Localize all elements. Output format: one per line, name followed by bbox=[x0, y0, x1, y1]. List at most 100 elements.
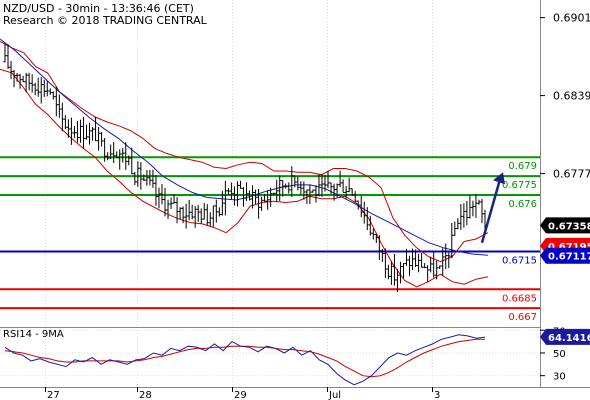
candle bbox=[223, 180, 227, 216]
level-label-0.6715: 0.6715 bbox=[502, 256, 537, 267]
candle bbox=[432, 252, 436, 278]
candle bbox=[453, 221, 457, 237]
candle bbox=[281, 180, 285, 197]
candle bbox=[398, 261, 402, 284]
candle bbox=[441, 248, 445, 277]
candle bbox=[356, 200, 360, 210]
candle bbox=[115, 151, 119, 159]
candle bbox=[103, 137, 107, 162]
candle bbox=[139, 162, 143, 190]
candle bbox=[232, 186, 236, 206]
candle bbox=[6, 44, 10, 70]
price-tick-label: 0.6777 bbox=[553, 168, 590, 181]
candle bbox=[181, 206, 185, 224]
candle bbox=[371, 228, 375, 240]
level-label-0.679: 0.679 bbox=[508, 161, 537, 172]
candle bbox=[260, 196, 264, 211]
candle bbox=[269, 187, 273, 207]
candle bbox=[447, 252, 451, 268]
candle bbox=[160, 184, 164, 205]
candle bbox=[344, 185, 348, 199]
candle bbox=[245, 182, 249, 201]
candle bbox=[57, 94, 61, 118]
candle bbox=[395, 268, 399, 293]
candle bbox=[465, 200, 469, 226]
candle bbox=[24, 72, 28, 93]
candle bbox=[296, 176, 300, 191]
candle bbox=[266, 190, 270, 210]
last-price-badge: 0.67358 bbox=[540, 217, 590, 234]
candle bbox=[257, 188, 261, 219]
candle bbox=[30, 74, 34, 93]
candle bbox=[196, 204, 200, 222]
candle bbox=[414, 249, 418, 268]
candle bbox=[471, 200, 475, 217]
candle bbox=[389, 261, 393, 285]
chart-title: NZD/USD - 30min - 13:36:46 (CET) bbox=[3, 2, 194, 15]
candle bbox=[220, 190, 224, 216]
candle bbox=[91, 126, 95, 141]
indicator-badge-1-text: 0.67117 bbox=[548, 252, 590, 263]
time-tick-label-4: 3 bbox=[434, 390, 440, 400]
right-axis: 0.69010.68390.67777050300.673580.671950.… bbox=[540, 12, 590, 383]
candle bbox=[163, 187, 167, 217]
candle bbox=[380, 248, 384, 262]
candle bbox=[145, 170, 149, 186]
candle bbox=[18, 73, 22, 89]
candle bbox=[411, 248, 415, 271]
candle bbox=[211, 205, 215, 227]
rsi-line bbox=[4, 334, 486, 386]
candle bbox=[374, 233, 378, 244]
candle bbox=[383, 248, 387, 278]
chart-source: Research © 2018 TRADING CENTRAL bbox=[3, 14, 208, 27]
candle bbox=[386, 264, 390, 280]
candle bbox=[263, 193, 267, 203]
candle bbox=[51, 91, 55, 100]
candle bbox=[326, 170, 330, 189]
candle bbox=[423, 263, 427, 269]
candle bbox=[347, 177, 351, 193]
candle bbox=[124, 142, 128, 170]
bollinger-upper-line bbox=[0, 41, 489, 263]
candle bbox=[417, 253, 421, 273]
indicator-badge-1: 0.67117 bbox=[540, 247, 590, 264]
candle bbox=[480, 198, 484, 224]
candle bbox=[15, 72, 19, 82]
candle bbox=[254, 189, 258, 205]
candle bbox=[311, 189, 315, 193]
candle bbox=[157, 187, 161, 209]
candle bbox=[217, 207, 221, 217]
candle bbox=[199, 208, 203, 224]
candle bbox=[251, 185, 255, 209]
candle bbox=[248, 190, 252, 201]
candle bbox=[100, 132, 104, 147]
rsi-value-badge-box bbox=[540, 328, 590, 345]
candle bbox=[9, 60, 13, 80]
time-tick-label-0: 27 bbox=[47, 390, 60, 400]
candle bbox=[275, 179, 279, 203]
candle bbox=[94, 116, 98, 142]
candle bbox=[405, 248, 409, 266]
candle bbox=[438, 265, 442, 269]
candle bbox=[85, 124, 89, 140]
candle bbox=[45, 81, 49, 97]
candle bbox=[290, 166, 294, 197]
candle bbox=[272, 192, 276, 195]
candle bbox=[459, 204, 463, 230]
candle bbox=[392, 253, 396, 286]
candle bbox=[109, 144, 113, 160]
candle bbox=[33, 82, 37, 96]
time-axis: 27 28 29 Jul 3 bbox=[45, 387, 440, 400]
candle bbox=[54, 86, 58, 117]
candle bbox=[178, 207, 182, 220]
candle bbox=[299, 181, 303, 195]
candle bbox=[151, 169, 155, 188]
rsi-panel-title: RSI14 - 9MA bbox=[3, 329, 64, 340]
candle bbox=[359, 195, 363, 218]
candle bbox=[118, 149, 122, 170]
candle bbox=[112, 141, 116, 164]
level-label-0.676: 0.676 bbox=[508, 199, 537, 210]
candle bbox=[175, 197, 179, 224]
candle bbox=[350, 188, 354, 196]
